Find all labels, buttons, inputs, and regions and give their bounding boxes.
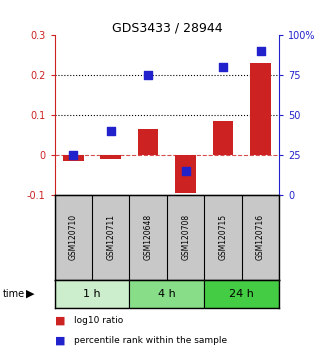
Bar: [55, 280, 129, 308]
Text: ▶: ▶: [26, 289, 35, 299]
Point: [258, 48, 263, 54]
Text: percentile rank within the sample: percentile rank within the sample: [74, 336, 227, 345]
Bar: [63, 155, 83, 161]
Point: [221, 64, 226, 70]
Text: ■: ■: [55, 316, 65, 326]
Text: GSM120716: GSM120716: [256, 214, 265, 260]
Text: 1 h: 1 h: [83, 289, 101, 299]
Bar: [250, 63, 271, 155]
Text: 4 h: 4 h: [158, 289, 176, 299]
Text: 24 h: 24 h: [230, 289, 254, 299]
Text: GSM120715: GSM120715: [219, 214, 228, 260]
Title: GDS3433 / 28944: GDS3433 / 28944: [112, 21, 222, 34]
Text: GSM120711: GSM120711: [106, 214, 115, 260]
Point: [71, 152, 76, 158]
Text: log10 ratio: log10 ratio: [74, 316, 123, 325]
Text: GSM120710: GSM120710: [69, 214, 78, 260]
Bar: [204, 280, 279, 308]
Point: [183, 168, 188, 174]
Text: ■: ■: [55, 335, 65, 345]
Point: [146, 72, 151, 78]
Bar: [100, 155, 121, 159]
Point: [108, 128, 113, 134]
Text: time: time: [3, 289, 25, 299]
Bar: [138, 129, 159, 155]
Bar: [175, 155, 196, 193]
Text: GSM120648: GSM120648: [144, 214, 153, 260]
Bar: [213, 121, 233, 155]
Bar: [129, 280, 204, 308]
Text: GSM120708: GSM120708: [181, 214, 190, 260]
